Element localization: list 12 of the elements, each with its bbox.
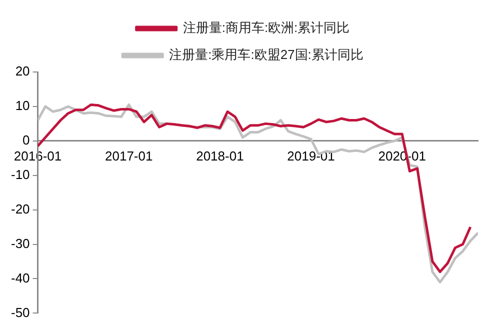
x-tick-label: 2017-01 bbox=[105, 148, 153, 164]
y-tick-label: -40 bbox=[10, 270, 30, 286]
x-tick-label: 2018-01 bbox=[196, 148, 244, 164]
legend-label: 注册量:乘用车:欧盟27国:累计同比 bbox=[169, 47, 364, 62]
y-tick-label: -20 bbox=[10, 201, 30, 216]
y-tick-label: -50 bbox=[10, 304, 30, 320]
y-tick-label: 20 bbox=[15, 64, 30, 79]
legend-label: 注册量:商用车:欧洲:累计同比 bbox=[182, 20, 350, 36]
y-tick-label: -10 bbox=[10, 166, 30, 182]
y-tick-label: 10 bbox=[15, 98, 30, 114]
y-tick-label: -30 bbox=[10, 236, 30, 251]
y-tick-label: 0 bbox=[22, 132, 30, 148]
